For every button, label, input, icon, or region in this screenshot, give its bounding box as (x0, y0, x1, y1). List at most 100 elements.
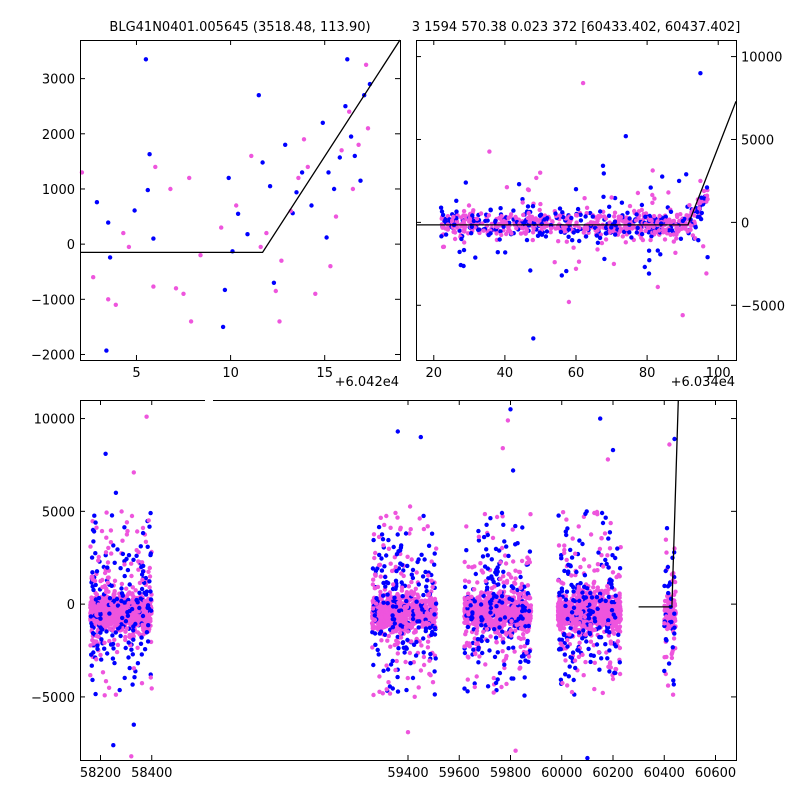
blue-point (123, 676, 127, 680)
blue-point (268, 184, 272, 188)
pink-point (562, 626, 566, 630)
blue-point (476, 529, 480, 533)
pink-point (600, 241, 604, 245)
pink-point (462, 209, 466, 213)
pink-point (106, 576, 110, 580)
y-tick-label: −2000 (31, 348, 75, 363)
pink-point (512, 590, 516, 594)
pink-point (565, 558, 569, 562)
blue-point (422, 557, 426, 561)
pink-point (639, 236, 643, 240)
blue-point (603, 558, 607, 562)
blue-point (380, 532, 384, 536)
blue-point (485, 218, 489, 222)
pink-point (589, 640, 593, 644)
blue-point (149, 597, 153, 601)
pink-point (366, 126, 370, 130)
pink-point (104, 510, 108, 514)
pink-point (109, 540, 113, 544)
blue-point (571, 589, 575, 593)
blue-point (124, 619, 128, 623)
pink-point (148, 574, 152, 578)
blue-point (421, 574, 425, 578)
pink-point (553, 260, 557, 264)
blue-point (525, 641, 529, 645)
blue-point (349, 134, 353, 138)
pink-point (428, 673, 432, 677)
pink-point (520, 627, 524, 631)
blue-point (140, 587, 144, 591)
pink-point (505, 581, 509, 585)
pink-point (519, 231, 523, 235)
pink-point (113, 579, 117, 583)
blue-point (618, 660, 622, 664)
blue-point (640, 203, 644, 207)
blue-point (414, 653, 418, 657)
blue-point (488, 208, 492, 212)
blue-point (136, 661, 140, 665)
pink-point (396, 601, 400, 605)
pink-point (464, 214, 468, 218)
blue-point (332, 187, 336, 191)
blue-point (414, 640, 418, 644)
blue-point (500, 600, 504, 604)
blue-point (398, 548, 402, 552)
pink-point (704, 271, 708, 275)
blue-point (476, 660, 480, 664)
blue-point (470, 213, 474, 217)
pink-point (407, 591, 411, 595)
blue-point (402, 650, 406, 654)
pink-point (398, 631, 402, 635)
blue-point (257, 93, 261, 97)
pink-point (147, 518, 151, 522)
pink-point (187, 176, 191, 180)
pink-point (393, 511, 397, 515)
pink-point (606, 605, 610, 609)
blue-point (518, 575, 522, 579)
pink-point (577, 641, 581, 645)
blue-point (294, 190, 298, 194)
pink-point (656, 285, 660, 289)
pink-point (636, 191, 640, 195)
pink-point (534, 216, 538, 220)
pink-point (663, 237, 667, 241)
pink-point (582, 196, 586, 200)
pink-point (527, 619, 531, 623)
blue-point (118, 634, 122, 638)
pink-point (557, 607, 561, 611)
blue-point (583, 214, 587, 218)
pink-point (426, 645, 430, 649)
blue-point (463, 651, 467, 655)
blue-point (484, 547, 488, 551)
blue-point (124, 646, 128, 650)
blue-point (245, 232, 249, 236)
blue-point (391, 625, 395, 629)
blue-point (381, 601, 385, 605)
blue-point (236, 212, 240, 216)
pink-point (136, 550, 140, 554)
blue-point (492, 627, 496, 631)
pink-point (413, 695, 417, 699)
pink-point (467, 580, 471, 584)
blue-point (148, 589, 152, 593)
pink-point (396, 640, 400, 644)
blue-point (658, 252, 662, 256)
pink-point (585, 227, 589, 231)
blue-point (120, 616, 124, 620)
pink-point (296, 176, 300, 180)
blue-point (91, 631, 95, 635)
pink-point (351, 187, 355, 191)
blue-point (464, 548, 468, 552)
blue-point (517, 182, 521, 186)
blue-point (493, 219, 497, 223)
pink-point (462, 240, 466, 244)
pink-point (651, 168, 655, 172)
pink-point (116, 643, 120, 647)
blue-point (563, 652, 567, 656)
pink-point (364, 63, 368, 67)
y-tick-label: 10000 (741, 51, 782, 66)
pink-point (595, 247, 599, 251)
blue-point (115, 547, 119, 551)
pink-point (427, 659, 431, 663)
blue-point (373, 613, 377, 617)
